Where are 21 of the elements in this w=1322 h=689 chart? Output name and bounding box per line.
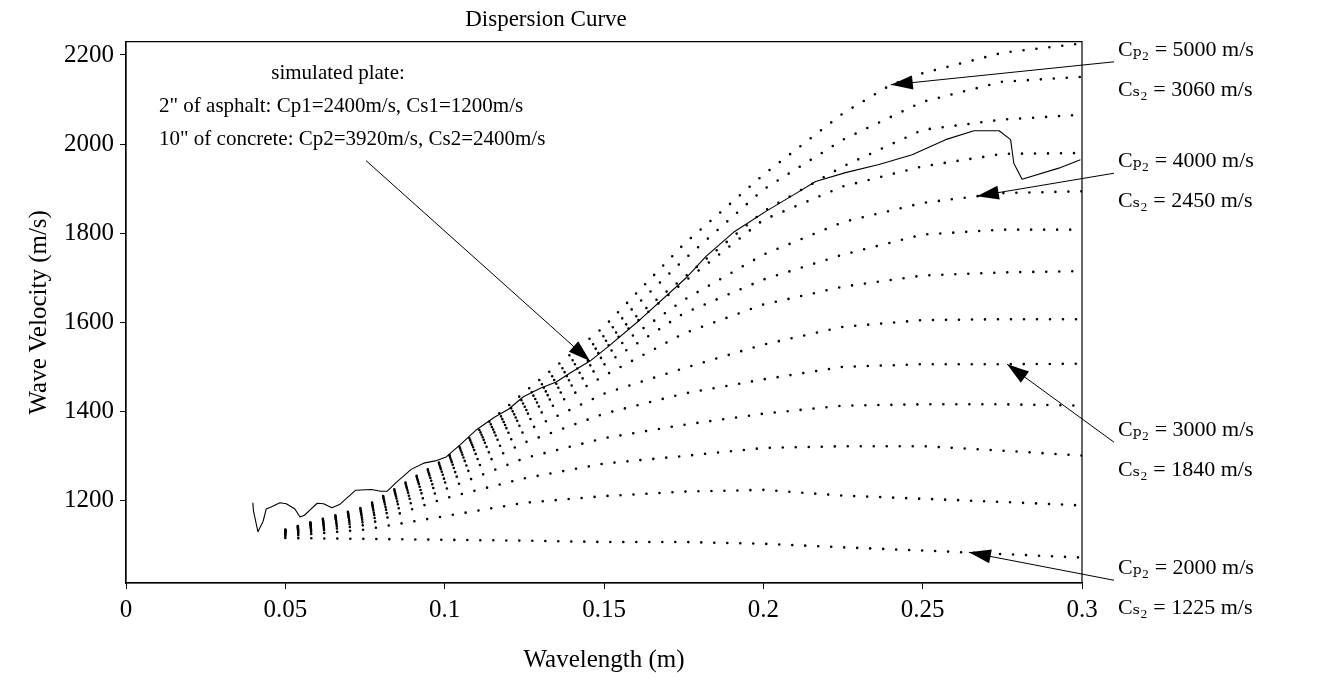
x-tick-label: 0.3 (1066, 594, 1098, 622)
y-tick-label: 2000 (64, 128, 114, 156)
y-tick-label: 1600 (64, 306, 114, 334)
x-axis-title: Wavelength (m) (523, 644, 685, 673)
y-tick-label: 2200 (64, 39, 114, 67)
y-axis-title: Wave Velocity (m/s) (23, 210, 52, 415)
annotation: Cₚ₂ = 3000 m/s Cₛ₂ = 1840 m/s (1118, 415, 1254, 481)
y-tick-label: 1800 (64, 217, 114, 245)
annotation: Cₚ₂ = 5000 m/s Cₛ₂ = 3060 m/s (1118, 35, 1254, 101)
x-tick-label: 0.05 (263, 594, 308, 622)
x-tick-label: 0.2 (747, 594, 779, 622)
chart-title: Dispersion Curve (465, 5, 627, 31)
annotation: Cₚ₂ = 2000 m/s Cₛ₂ = 1225 m/s (1118, 554, 1254, 620)
annotation: Cₚ₂ = 4000 m/s Cₛ₂ = 2450 m/s (1118, 147, 1254, 212)
x-tick-label: 0 (119, 594, 133, 622)
x-tick-label: 0.15 (582, 594, 626, 622)
x-tick-label: 0.1 (429, 594, 461, 622)
x-tick-label: 0.25 (900, 594, 945, 622)
annotation: simulated plate: 2" of asphalt: Cp1=2400m/s, Cs1=1200m/s 10" of concrete: Cp2=3920m/s, Cs2=2400m/s (159, 60, 546, 151)
y-tick-label: 1200 (64, 485, 114, 513)
y-tick-label: 1400 (64, 396, 114, 424)
